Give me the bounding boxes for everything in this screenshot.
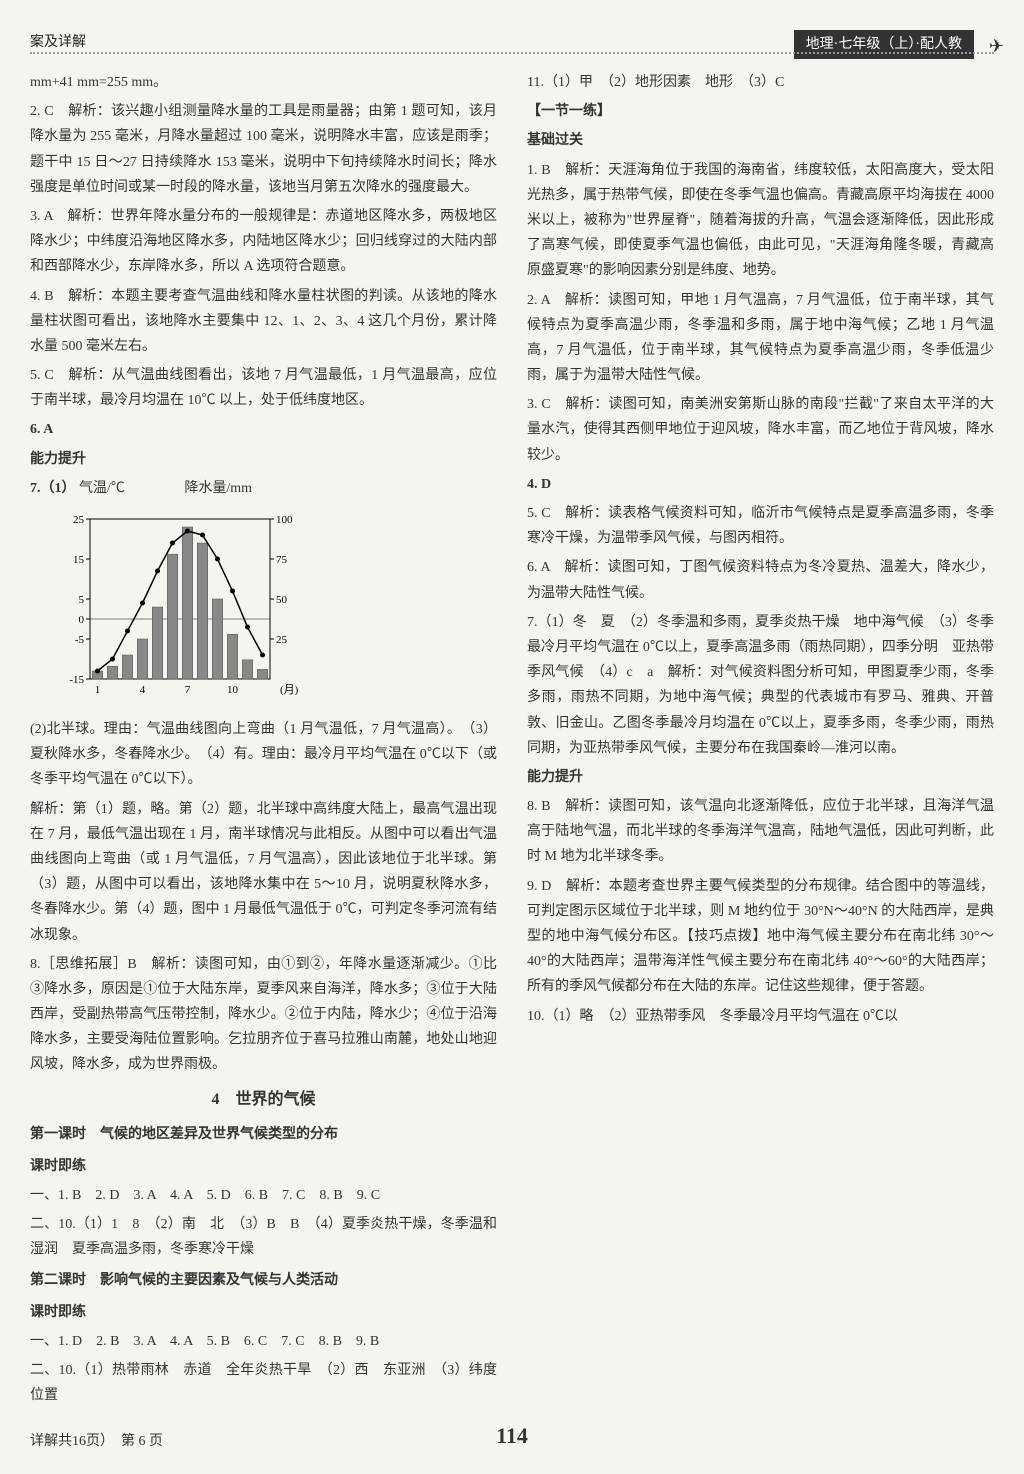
svg-text:5: 5	[79, 594, 85, 606]
para: 【一节一练】	[527, 99, 994, 124]
para: 二、10.（1）热带雨林 赤道 全年炎热干旱 （2）西 东亚洲 （3）纬度位置	[30, 1358, 497, 1408]
chart-y-left-label: 气温/℃	[79, 481, 125, 496]
climate-chart: -15 -5 0 5 15 25 25 50 75 100 1 4 7 10 (月)	[50, 509, 310, 709]
svg-text:25: 25	[73, 514, 85, 526]
para: 7.（1）冬 夏 （2）冬季温和多雨，夏季炎热干燥 地中海气候 （3）冬季最冷月…	[527, 610, 994, 761]
para: 6. A	[30, 417, 497, 442]
plane-icon: ✈	[989, 30, 1004, 62]
para: 一、1. D 2. B 3. A 4. A 5. B 6. C 7. C 8. …	[30, 1329, 497, 1354]
footer-left: 详解共16页） 第 6 页	[30, 1429, 163, 1454]
page-number: 114	[496, 1416, 528, 1456]
para: 基础过关	[527, 128, 994, 153]
para: 二、10.（1）1 8 （2）南 北 （3）B B （4）夏季炎热干燥，冬季温和…	[30, 1212, 497, 1262]
section-label: 能力提升	[30, 447, 497, 472]
para: 11.（1）甲 （2）地形因素 地形 （3）C	[527, 70, 994, 95]
para: 5. C 解析：从气温曲线图看出，该地 7 月气温最低，1 月气温最高，应位于南…	[30, 363, 497, 413]
para: 8. B 解析：读图可知，该气温向北逐渐降低，应位于北半球，且海洋气温高于陆地气…	[527, 794, 994, 870]
svg-text:75: 75	[276, 554, 288, 566]
para: mm+41 mm=255 mm。	[30, 70, 497, 95]
para: 8.［思维拓展］B 解析：读图可知，由①到②，年降水量逐渐减少。①比③降水多，原…	[30, 952, 497, 1078]
chart-svg: -15 -5 0 5 15 25 25 50 75 100 1 4 7 10 (月)	[50, 509, 310, 709]
para: (2)北半球。理由：气温曲线图向上弯曲（1 月气温低，7 月气温高）。 （3）夏…	[30, 717, 497, 793]
svg-text:-15: -15	[69, 674, 84, 686]
svg-text:-5: -5	[75, 634, 85, 646]
svg-text:(月): (月)	[280, 684, 299, 696]
svg-text:50: 50	[276, 594, 288, 606]
sub-title: 第一课时 气候的地区差异及世界气候类型的分布	[30, 1122, 497, 1147]
svg-text:0: 0	[79, 614, 85, 626]
q-label: 7.（1）	[30, 481, 76, 496]
svg-text:10: 10	[227, 684, 239, 696]
svg-text:15: 15	[73, 554, 85, 566]
para: 5. C 解析：读表格气候资料可知，临沂市气候特点是夏季高温多雨，冬季寒冷干燥，…	[527, 501, 994, 551]
para: 1. B 解析：天涯海角位于我国的海南省，纬度较低，太阳高度大，受太阳光热多，属…	[527, 158, 994, 284]
para: 解析：第（1）题，略。第（2）题，北半球中高纬度大陆上，最高气温出现在 7 月，…	[30, 797, 497, 948]
header-right: 地理·七年级（上）·配人教	[794, 30, 974, 59]
para: 2. A 解析：读图可知，甲地 1 月气温高，7 月气温低，位于南半球，其气候特…	[527, 288, 994, 389]
para: 9. D 解析：本题考查世界主要气候类型的分布规律。结合图中的等温线，可判定图示…	[527, 874, 994, 1000]
para: 10.（1）略 （2）亚热带季风 冬季最冷月平均气温在 0℃以	[527, 1004, 994, 1029]
para: 6. A 解析：读图可知，丁图气候资料特点为冬冷夏热、温差大，降水少，为温带大陆…	[527, 555, 994, 605]
svg-text:7: 7	[185, 684, 191, 696]
para: 课时即练	[30, 1300, 497, 1325]
main-content: mm+41 mm=255 mm。 2. C 解析：该兴趣小组测量降水量的工具是雨…	[30, 70, 994, 1424]
para: 7.（1） 气温/℃ 降水量/mm	[30, 476, 497, 501]
para: 4. B 解析：本题主要考查气温曲线和降水量柱状图的判读。从该地的降水量柱状图可…	[30, 284, 497, 360]
svg-text:25: 25	[276, 634, 288, 646]
svg-text:100: 100	[276, 514, 293, 526]
para: 4. D	[527, 472, 994, 497]
section-title: 4 世界的气候	[30, 1086, 497, 1115]
svg-text:4: 4	[140, 684, 146, 696]
sub-title: 第二课时 影响气候的主要因素及气候与人类活动	[30, 1268, 497, 1293]
para: 3. C 解析：读图可知，南美洲安第斯山脉的南段"拦截"了来自太平洋的大量水汽，…	[527, 392, 994, 468]
para: 2. C 解析：该兴趣小组测量降水量的工具是雨量器；由第 1 题可知，该月降水量…	[30, 99, 497, 200]
para: 一、1. B 2. D 3. A 4. A 5. D 6. B 7. C 8. …	[30, 1183, 497, 1208]
header-divider	[30, 52, 994, 54]
para: 课时即练	[30, 1154, 497, 1179]
svg-text:1: 1	[95, 684, 101, 696]
chart-y-right-label: 降水量/mm	[184, 481, 252, 496]
section-label: 能力提升	[527, 765, 994, 790]
para: 3. A 解析：世界年降水量分布的一般规律是：赤道地区降水多，两极地区降水少；中…	[30, 204, 497, 280]
